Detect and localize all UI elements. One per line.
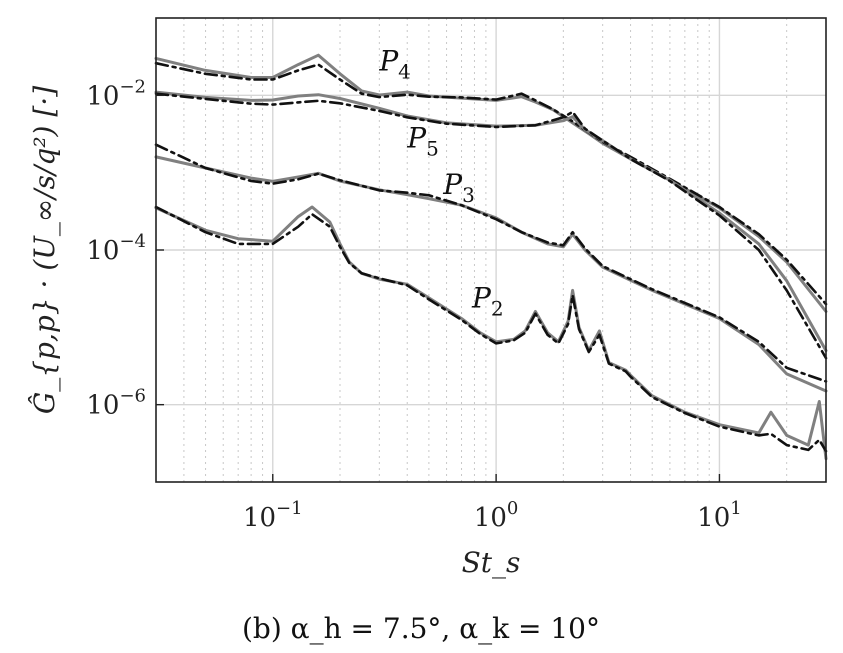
p4-solid-line <box>154 53 828 313</box>
y-axis-label: Ĝ_{p,p} · (U_∞/s/q²) [·] <box>27 86 61 414</box>
p3-solid-line <box>154 155 828 393</box>
curve-label-p4: P4 <box>378 44 411 83</box>
x-axis-label: St_s <box>462 546 521 579</box>
y-tick-label: 10−4 <box>86 231 146 266</box>
x-tick-label: 100 <box>474 498 519 533</box>
figure-caption: (b) α_h = 7.5°, α_k = 10° <box>242 612 600 645</box>
curve-label-p2: P2 <box>471 282 504 321</box>
y-tick-label: 10−6 <box>86 386 146 421</box>
curve-label-p5: P5 <box>406 122 439 161</box>
y-tick-label: 10−2 <box>86 76 146 111</box>
p3-dashdot-line <box>154 143 828 383</box>
x-tick-label: 10−1 <box>243 498 303 533</box>
x-tick-label: 101 <box>697 498 742 533</box>
p5-dashdot-line <box>154 92 828 360</box>
p2-dashdot-line <box>154 205 828 453</box>
axis-labels: St_s Ĝ_{p,p} · (U_∞/s/q²) [·] (b) α_h = 7.… <box>27 86 600 645</box>
data-curves <box>154 53 828 461</box>
grid-lines <box>155 18 827 482</box>
